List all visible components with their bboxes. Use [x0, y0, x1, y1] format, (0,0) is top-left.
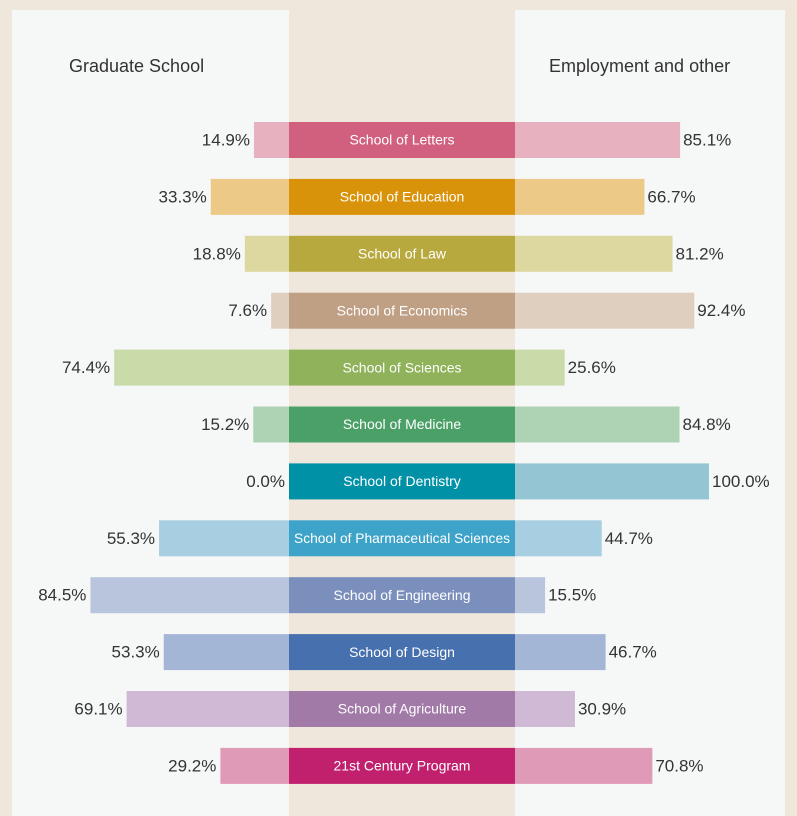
value-label-right: 46.7% — [609, 643, 657, 662]
category-label: School of Economics — [337, 302, 468, 318]
category-label: 21st Century Program — [334, 758, 471, 774]
bar-right — [515, 406, 680, 443]
bar-right — [515, 178, 645, 215]
bar-right — [515, 691, 575, 727]
value-label-left: 7.6% — [228, 301, 267, 320]
bar-left — [126, 691, 290, 727]
value-label-right: 85.1% — [683, 130, 731, 149]
category-box — [289, 463, 515, 500]
category-box — [289, 235, 515, 272]
category-label: School of Engineering — [334, 587, 471, 603]
bar-right — [515, 463, 709, 500]
bar-right — [515, 292, 695, 329]
bar-left — [159, 520, 289, 557]
category-box — [289, 122, 515, 158]
bar-left — [253, 406, 289, 443]
category-label: School of Medicine — [343, 416, 462, 432]
bar-right — [515, 577, 546, 614]
bar-right — [515, 235, 673, 272]
category-box — [289, 747, 515, 784]
value-label-right: 84.8% — [683, 415, 731, 434]
value-label-left: 29.2% — [168, 756, 216, 775]
bar-left — [220, 747, 289, 784]
bar-left — [163, 634, 289, 671]
category-box — [289, 691, 515, 727]
bar-right — [515, 747, 653, 784]
category-label: School of Letters — [349, 132, 454, 148]
category-label: School of Design — [349, 644, 455, 660]
value-label-left: 55.3% — [107, 529, 155, 548]
category-label: School of Dentistry — [343, 473, 461, 489]
category-box — [289, 292, 515, 329]
value-label-right: 81.2% — [676, 244, 724, 263]
bar-right — [515, 122, 681, 158]
value-label-right: 70.8% — [655, 756, 703, 775]
left-panel — [12, 10, 289, 816]
right-header: Employment and other — [549, 56, 730, 76]
bar-left — [90, 577, 289, 614]
bar-right — [515, 520, 602, 557]
value-label-right: 30.9% — [578, 699, 626, 718]
category-box — [289, 178, 515, 215]
category-box — [289, 406, 515, 443]
value-label-left: 33.3% — [159, 187, 207, 206]
value-label-left: 74.4% — [62, 358, 110, 377]
value-label-right: 25.6% — [568, 358, 616, 377]
value-label-left: 53.3% — [112, 643, 160, 662]
bar-left — [253, 122, 289, 158]
category-box — [289, 634, 515, 671]
value-label-right: 100.0% — [712, 472, 770, 491]
category-box — [289, 520, 515, 557]
bar-left — [114, 349, 289, 386]
bar-left — [210, 178, 289, 215]
bar-left — [271, 292, 289, 329]
category-label: School of Agriculture — [338, 701, 467, 717]
value-label-left: 15.2% — [201, 415, 249, 434]
value-label-right: 15.5% — [548, 586, 596, 605]
value-label-left: 0.0% — [246, 472, 285, 491]
category-box — [289, 577, 515, 614]
value-label-right: 44.7% — [605, 529, 653, 548]
bar-right — [515, 634, 606, 671]
value-label-left: 18.8% — [193, 244, 241, 263]
bar-right — [515, 349, 565, 386]
value-label-left: 84.5% — [38, 586, 86, 605]
left-header: Graduate School — [69, 56, 204, 76]
value-label-right: 66.7% — [647, 187, 695, 206]
category-label: School of Sciences — [342, 359, 461, 375]
value-label-left: 14.9% — [202, 130, 250, 149]
category-label: School of Law — [358, 246, 447, 262]
value-label-right: 92.4% — [697, 301, 745, 320]
value-label-left: 69.1% — [74, 699, 122, 718]
category-box — [289, 349, 515, 386]
category-label: School of Education — [340, 189, 465, 205]
category-label: School of Pharmaceutical Sciences — [294, 530, 510, 546]
bar-left — [244, 235, 289, 272]
